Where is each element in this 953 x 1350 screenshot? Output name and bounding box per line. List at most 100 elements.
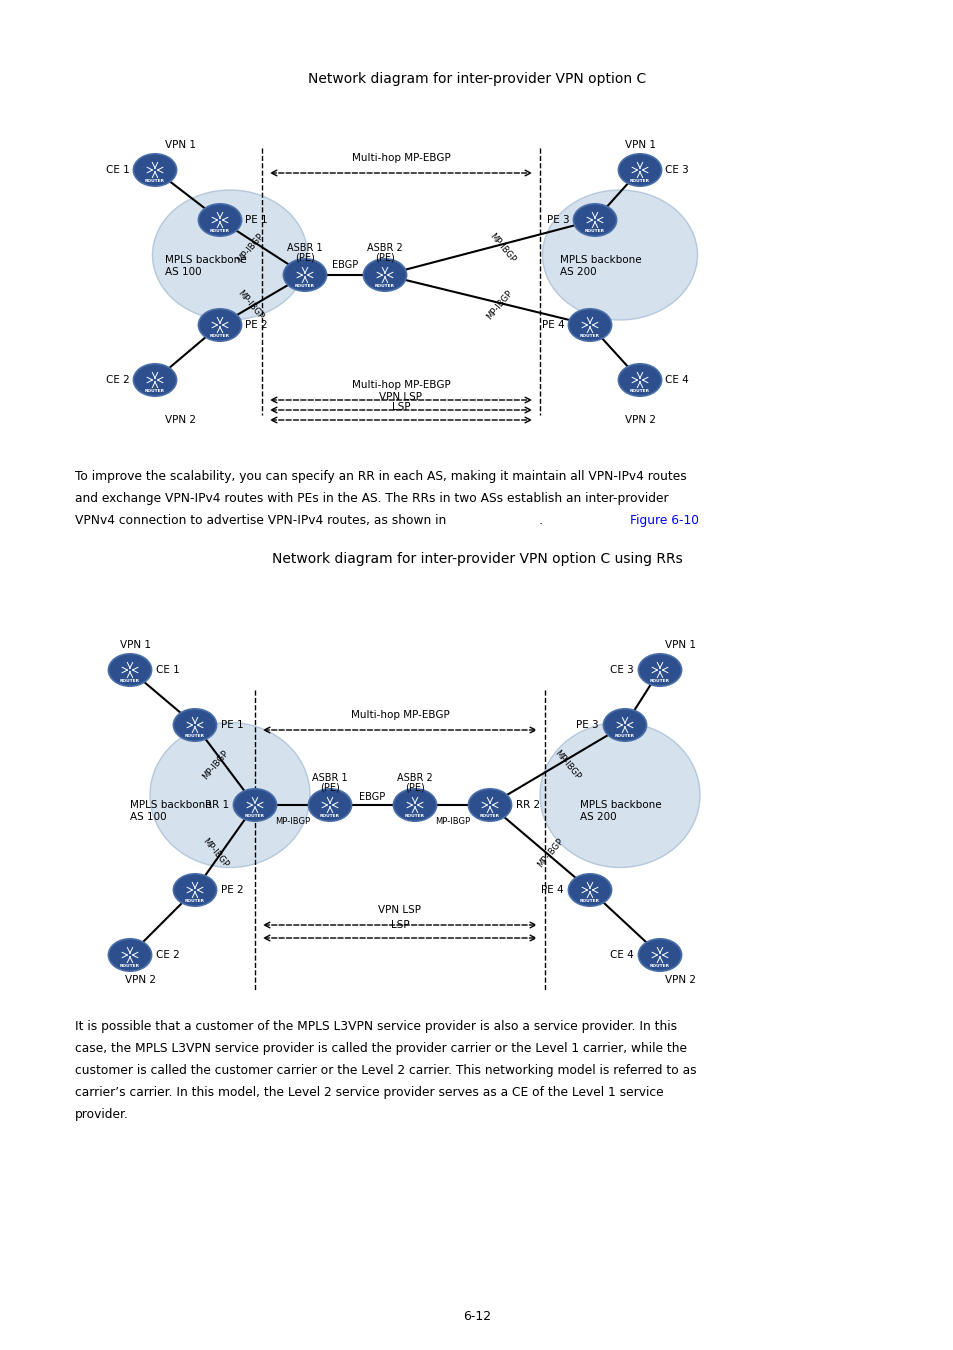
Text: PE 3: PE 3 [576,720,598,730]
Text: AS 200: AS 200 [559,267,596,277]
Text: customer is called the customer carrier or the Level 2 carrier. This networking : customer is called the customer carrier … [75,1064,696,1077]
Text: ROUTER: ROUTER [120,679,140,683]
Text: Figure 6-10: Figure 6-10 [629,514,699,526]
Text: MPLS backbone: MPLS backbone [130,801,212,810]
Text: ROUTER: ROUTER [479,814,499,818]
Text: ROUTER: ROUTER [375,284,395,288]
Text: carrier’s carrier. In this model, the Level 2 service provider serves as a CE of: carrier’s carrier. In this model, the Le… [75,1085,663,1099]
Ellipse shape [152,190,307,320]
Text: CE 3: CE 3 [664,165,688,176]
Ellipse shape [308,788,352,821]
Text: ROUTER: ROUTER [649,964,669,968]
Text: and exchange VPN-IPv4 routes with PEs in the AS. The RRs in two ASs establish an: and exchange VPN-IPv4 routes with PEs in… [75,491,668,505]
Ellipse shape [573,204,616,236]
Text: VPN 2: VPN 2 [624,414,656,425]
Text: ROUTER: ROUTER [405,814,424,818]
Text: ASBR 1: ASBR 1 [287,243,322,252]
Ellipse shape [618,363,661,396]
Ellipse shape [150,722,310,868]
Text: VPN 1: VPN 1 [664,640,696,649]
Text: PE 4: PE 4 [542,320,564,329]
Text: EBGP: EBGP [332,261,357,270]
Text: VPN 1: VPN 1 [624,140,656,150]
Text: PE 2: PE 2 [221,886,243,895]
Text: ROUTER: ROUTER [210,335,230,338]
Text: CE 1: CE 1 [106,165,130,176]
Text: MP-IBGP: MP-IBGP [200,749,230,782]
Text: VPNv4 connection to advertise VPN-IPv4 routes, as shown in                      : VPNv4 connection to advertise VPN-IPv4 r… [75,514,542,526]
Text: Network diagram for inter-provider VPN option C using RRs: Network diagram for inter-provider VPN o… [272,552,681,566]
Text: EBGP: EBGP [359,792,385,802]
Ellipse shape [109,938,152,971]
Text: ASBR 1: ASBR 1 [312,774,348,783]
Ellipse shape [539,722,700,868]
Text: ROUTER: ROUTER [145,389,165,393]
Text: ROUTER: ROUTER [629,389,649,393]
Text: VPN 1: VPN 1 [120,640,151,649]
Text: (PE): (PE) [320,782,339,792]
Ellipse shape [638,938,680,971]
Text: 6-12: 6-12 [462,1310,491,1323]
Ellipse shape [393,788,436,821]
Text: ROUTER: ROUTER [579,899,599,903]
Text: To improve the scalability, you can specify an RR in each AS, making it maintain: To improve the scalability, you can spec… [75,470,686,483]
Text: ROUTER: ROUTER [120,964,140,968]
Text: MP-IBGP: MP-IBGP [435,817,470,826]
Ellipse shape [468,788,511,821]
Ellipse shape [198,204,241,236]
Text: RR 2: RR 2 [516,801,539,810]
Text: (PE): (PE) [375,252,395,262]
Text: Multi-hop MP-EBGP: Multi-hop MP-EBGP [351,710,449,720]
Text: ROUTER: ROUTER [319,814,339,818]
Text: MP-IBGP: MP-IBGP [235,289,265,321]
Text: CE 2: CE 2 [156,950,179,960]
Ellipse shape [283,259,326,292]
Ellipse shape [233,788,276,821]
Text: ROUTER: ROUTER [145,180,165,184]
Text: CE 2: CE 2 [106,375,130,385]
Ellipse shape [618,154,661,186]
Text: (PE): (PE) [405,782,424,792]
Text: CE 4: CE 4 [610,950,634,960]
Text: AS 200: AS 200 [579,811,616,822]
Text: ROUTER: ROUTER [294,284,314,288]
Text: ROUTER: ROUTER [210,230,230,234]
Text: VPN 2: VPN 2 [664,975,696,985]
Text: ROUTER: ROUTER [615,734,635,738]
Text: ROUTER: ROUTER [185,899,205,903]
Text: ROUTER: ROUTER [245,814,265,818]
Text: CE 1: CE 1 [156,666,179,675]
Text: VPN 2: VPN 2 [125,975,156,985]
Text: ASBR 2: ASBR 2 [367,243,402,252]
Text: MP-IBGP: MP-IBGP [274,817,310,826]
Text: VPN 2: VPN 2 [165,414,195,425]
Text: AS 100: AS 100 [130,811,167,822]
Ellipse shape [133,363,176,396]
Text: PE 2: PE 2 [245,320,268,329]
Ellipse shape [638,653,680,686]
Ellipse shape [363,259,406,292]
Text: VPN 1: VPN 1 [165,140,195,150]
Text: (PE): (PE) [294,252,314,262]
Text: AS 100: AS 100 [165,267,201,277]
Text: ROUTER: ROUTER [584,230,604,234]
Text: VPN LSP: VPN LSP [379,392,422,402]
Text: ROUTER: ROUTER [185,734,205,738]
Ellipse shape [568,873,611,906]
Text: Network diagram for inter-provider VPN option C: Network diagram for inter-provider VPN o… [308,72,645,86]
Text: PE 1: PE 1 [245,215,268,225]
Text: PE 1: PE 1 [221,720,243,730]
Text: MP-IBGP: MP-IBGP [484,289,514,321]
Text: ROUTER: ROUTER [629,180,649,184]
Text: MPLS backbone: MPLS backbone [559,255,641,265]
Text: RR 1: RR 1 [205,801,229,810]
Text: PE 4: PE 4 [540,886,563,895]
Text: CE 3: CE 3 [610,666,634,675]
Text: ROUTER: ROUTER [649,679,669,683]
Text: ROUTER: ROUTER [579,335,599,338]
Text: VPN LSP: VPN LSP [378,904,421,915]
Text: It is possible that a customer of the MPLS L3VPN service provider is also a serv: It is possible that a customer of the MP… [75,1021,677,1033]
Ellipse shape [602,709,646,741]
Ellipse shape [133,154,176,186]
Text: provider.: provider. [75,1108,129,1120]
